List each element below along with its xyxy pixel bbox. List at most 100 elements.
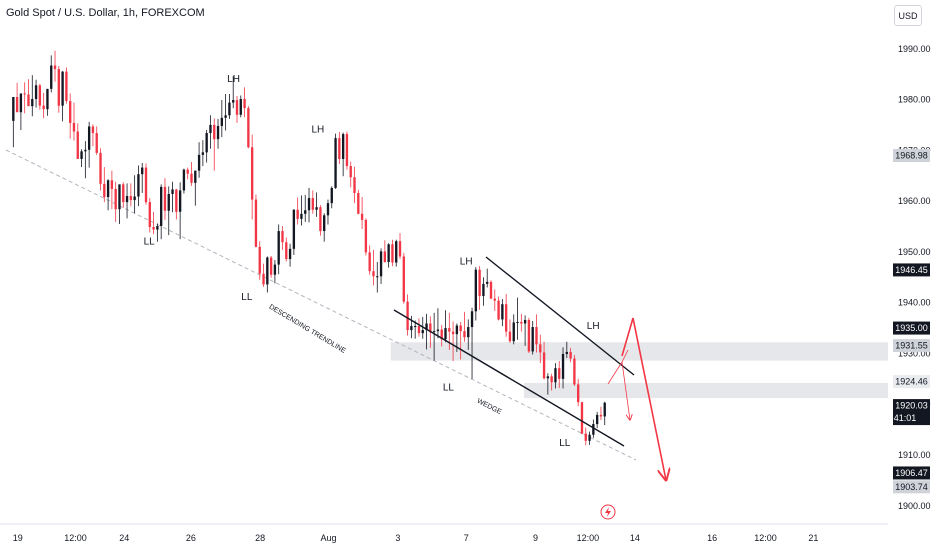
candle xyxy=(402,252,405,304)
candle-body xyxy=(262,273,265,285)
candle xyxy=(72,102,76,141)
candle xyxy=(338,132,341,165)
candle-body xyxy=(224,115,227,118)
candle-body xyxy=(87,126,91,150)
price-tag-label: 1903.74 xyxy=(895,482,928,492)
price-tag: 1924.46 xyxy=(893,375,930,389)
candle-body xyxy=(474,269,478,312)
candle xyxy=(520,313,523,332)
candle-body xyxy=(182,169,186,191)
price-tag-countdown: 41:01 xyxy=(894,413,917,423)
candle-body xyxy=(205,133,208,153)
candle xyxy=(432,312,436,361)
candle-body xyxy=(421,330,424,334)
candle-body xyxy=(209,124,212,134)
candle xyxy=(159,184,163,240)
x-tick-label: 16 xyxy=(707,533,717,543)
candle-body xyxy=(542,352,546,379)
candle xyxy=(497,296,500,321)
candle xyxy=(467,319,470,350)
candle-body xyxy=(247,108,250,148)
candle xyxy=(330,186,333,209)
candle xyxy=(323,213,326,242)
candle xyxy=(167,186,170,236)
candle xyxy=(186,167,189,180)
candle-body xyxy=(341,134,345,159)
currency-label: USD xyxy=(898,10,918,21)
candle xyxy=(478,266,481,310)
candle-body xyxy=(561,353,565,379)
candle xyxy=(76,123,79,159)
candle-body xyxy=(508,331,512,342)
candle xyxy=(470,307,474,379)
candle xyxy=(27,79,30,107)
candle xyxy=(197,142,201,178)
candle-body xyxy=(42,105,45,110)
candle xyxy=(129,183,133,207)
candle xyxy=(341,132,345,177)
candle-body xyxy=(558,368,561,379)
candle-body xyxy=(311,198,314,210)
candle-body xyxy=(144,167,148,203)
lightning-icon-ring xyxy=(600,504,616,520)
candle xyxy=(114,181,117,222)
candle-body xyxy=(27,94,30,107)
candle-body xyxy=(417,326,421,334)
candle xyxy=(539,334,542,364)
candle xyxy=(50,55,53,93)
candle-body xyxy=(57,69,60,106)
candle-body xyxy=(406,301,409,331)
candle xyxy=(34,79,38,108)
candle-body xyxy=(133,196,136,201)
candle-body xyxy=(478,269,481,297)
candle-body xyxy=(391,244,394,263)
candle xyxy=(42,92,45,119)
candle-body xyxy=(103,183,106,198)
candle-body xyxy=(429,323,432,333)
candle xyxy=(577,378,580,407)
candle xyxy=(368,245,371,275)
candle-body xyxy=(118,184,121,210)
candle xyxy=(334,133,337,189)
candle xyxy=(493,289,496,311)
candle xyxy=(281,225,284,250)
candle-body xyxy=(580,402,584,434)
price-tag: 1903.74 xyxy=(893,480,930,494)
candle-body xyxy=(345,134,349,167)
candle-body xyxy=(254,199,258,247)
candle-body xyxy=(53,65,57,70)
candle xyxy=(80,149,83,168)
candle xyxy=(300,195,303,226)
candle xyxy=(504,294,508,337)
candle-body xyxy=(326,203,330,216)
candle xyxy=(360,197,364,230)
currency-selector[interactable]: USD xyxy=(894,5,922,26)
candle-body xyxy=(535,327,538,345)
candle xyxy=(599,406,603,420)
candle xyxy=(15,82,19,113)
candle-body xyxy=(95,133,98,153)
price-tag-bg xyxy=(893,399,930,426)
candle xyxy=(141,163,144,193)
candle-body xyxy=(80,151,83,159)
candle-body xyxy=(554,368,557,383)
price-tag-bg xyxy=(893,321,930,335)
candle-body xyxy=(167,193,170,211)
candle-body xyxy=(15,96,19,113)
price-tag-label: 1946.45 xyxy=(895,265,928,275)
candle xyxy=(190,162,193,186)
projection-small-down xyxy=(621,361,630,420)
x-tick-label: 9 xyxy=(533,533,538,543)
candle xyxy=(444,310,447,343)
candle-body xyxy=(171,189,174,194)
candle xyxy=(489,280,493,300)
candle xyxy=(69,93,72,139)
candle xyxy=(584,427,587,446)
candle-body xyxy=(125,196,129,203)
chart-title: Gold Spot / U.S. Dollar, 1h, FOREXCOM xyxy=(6,7,205,19)
candle xyxy=(319,205,322,236)
x-tick-label: 7 xyxy=(464,533,469,543)
candle xyxy=(436,308,440,339)
candle-body xyxy=(148,202,151,228)
